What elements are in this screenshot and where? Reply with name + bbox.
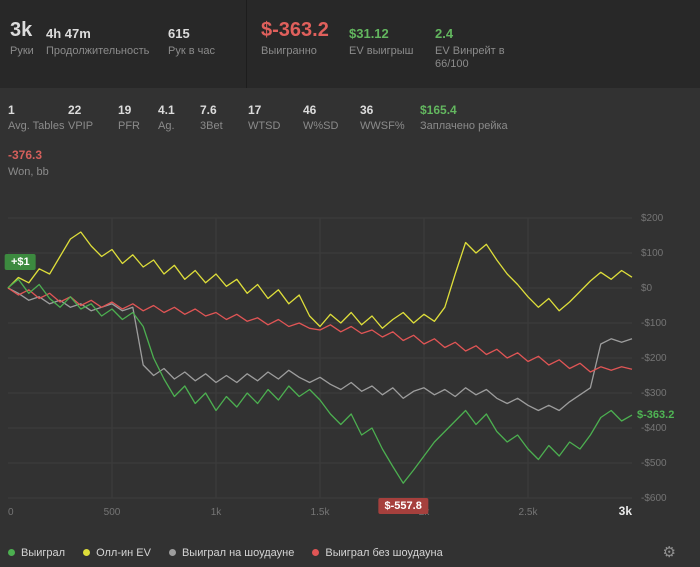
stat-wwsf-value: 36 [360, 103, 374, 117]
session-start-badge: +$1 [4, 253, 36, 270]
svg-text:1.5k: 1.5k [311, 507, 331, 518]
stat-wtsd-label: WTSD [248, 120, 281, 132]
stat-pfr-label: PFR [118, 120, 140, 132]
stat-rake-paid: $165.4 Заплачено рейка [420, 102, 508, 140]
svg-text:-$400: -$400 [641, 423, 667, 434]
stat-wsd: 46 W%SD [303, 102, 360, 140]
stat-hands-per-hour: 615 Рук в час [168, 16, 246, 88]
won-bb-summary: -376.3 Won, bb [0, 140, 700, 186]
stat-avg-tables: 1 Avg. Tables [8, 102, 68, 140]
svg-text:500: 500 [104, 507, 121, 518]
summary-group-volume: 3k Руки 4h 47m Продолжительность 615 Рук… [0, 0, 246, 88]
svg-text:-$500: -$500 [641, 458, 667, 469]
svg-text:$100: $100 [641, 248, 664, 259]
won-bb-value: -376.3 [8, 148, 43, 162]
legend-item-won-label: Выиграл [21, 546, 66, 559]
summary-group-results: $-363.2 Выигранно $31.12 EV выигрыш 2.4 … [246, 0, 527, 88]
svg-text:$0: $0 [641, 283, 653, 294]
stat-hands-per-hour-label: Рук в час [168, 45, 215, 57]
won-showdown-series-dot-icon [168, 549, 176, 556]
stat-duration-value: 4h 47m [46, 26, 91, 41]
stat-pfr-value: 19 [118, 103, 132, 117]
stat-ev-winrate-value: 2.4 [435, 26, 454, 41]
legend-item-won-no-showdown[interactable]: Выиграл без шоудауна [312, 546, 443, 559]
stat-ev-winrate-label: EV Винрейт в 66/100 [435, 45, 505, 70]
stat-vpip-value: 22 [68, 103, 82, 117]
stat-wsd-label: W%SD [303, 120, 339, 132]
svg-text:-$600: -$600 [641, 493, 667, 504]
stat-pfr: 19 PFR [118, 102, 158, 140]
stat-wwsf: 36 WWSF% [360, 102, 420, 140]
stat-wsd-value: 46 [303, 103, 317, 117]
stat-won-value: $-363.2 [261, 19, 329, 41]
stat-won: $-363.2 Выигранно [261, 16, 349, 88]
stat-ev-won: $31.12 EV выигрыш [349, 16, 435, 88]
won-no-showdown-series-dot-icon [312, 549, 320, 556]
stat-wtsd-value: 17 [248, 103, 262, 117]
stat-duration-label: Продолжительность [46, 45, 150, 57]
legend-item-allin-ev-label: Олл-ин EV [96, 546, 151, 559]
allin-ev-series-dot-icon [83, 549, 91, 556]
stat-ev-won-value: $31.12 [349, 26, 389, 41]
legend-item-won-showdown-label: Выиграл на шоудауне [181, 546, 295, 559]
current-value-label: $-363.2 [637, 409, 675, 422]
stat-won-label: Выигранно [261, 45, 317, 57]
stat-vpip: 22 VPIP [68, 102, 118, 140]
won-series-dot-icon [8, 549, 15, 556]
stat-ev-winrate: 2.4 EV Винрейт в 66/100 [435, 16, 527, 88]
stat-3bet-value: 7.6 [200, 103, 217, 117]
svg-text:3k: 3k [619, 504, 633, 518]
svg-text:-$300: -$300 [641, 388, 667, 399]
stat-hands: 3k Руки [10, 16, 46, 88]
svg-text:-$100: -$100 [641, 318, 667, 329]
won-bb-label: Won, bb [8, 166, 49, 178]
chart-canvas: $200 $100 $0 -$100 -$200 -$300 -$400 -$500 -$600… [7, 213, 667, 518]
stat-hands-value: 3k [10, 19, 33, 41]
stat-aggression: 4.1 Ag. [158, 102, 200, 140]
stat-aggression-label: Ag. [158, 120, 175, 132]
stat-hands-label: Руки [10, 45, 34, 57]
stat-avg-tables-label: Avg. Tables [8, 120, 65, 132]
stat-hands-per-hour-value: 615 [168, 26, 190, 41]
svg-text:0: 0 [8, 507, 14, 518]
svg-text:2.5k: 2.5k [519, 507, 539, 518]
svg-text:-$200: -$200 [641, 353, 667, 364]
stat-ev-won-label: EV выигрыш [349, 45, 414, 57]
svg-text:$200: $200 [641, 213, 664, 224]
player-stats-bar: 1 Avg. Tables 22 VPIP 19 PFR 4.1 Ag. 7.6… [0, 88, 700, 140]
chart-legend: Выиграл Олл-ин EV Выиграл на шоудауне Вы… [0, 538, 700, 567]
stat-wwsf-label: WWSF% [360, 120, 405, 132]
stat-aggression-value: 4.1 [158, 103, 175, 117]
legend-item-won[interactable]: Выиграл [8, 547, 65, 559]
settings-icon[interactable]: ⚙ [662, 544, 676, 561]
stat-duration: 4h 47m Продолжительность [46, 16, 168, 88]
stat-3bet: 7.6 3Bet [200, 102, 248, 140]
winnings-chart[interactable]: $200 $100 $0 -$100 -$200 -$300 -$400 -$500 -$600… [0, 186, 700, 538]
session-summary-bar: 3k Руки 4h 47m Продолжительность 615 Рук… [0, 0, 700, 88]
stat-3bet-label: 3Bet [200, 120, 223, 132]
stat-vpip-label: VPIP [68, 120, 94, 132]
legend-item-won-no-showdown-label: Выиграл без шоудауна [325, 546, 443, 559]
stat-rake-paid-value: $165.4 [420, 103, 457, 117]
stat-avg-tables-value: 1 [8, 103, 15, 117]
legend-item-won-showdown[interactable]: Выиграл на шоудауне [168, 546, 295, 559]
stat-rake-paid-label: Заплачено рейка [420, 120, 508, 132]
svg-text:1k: 1k [211, 507, 223, 518]
min-value-badge: $-557.8 [378, 498, 428, 515]
stat-wtsd: 17 WTSD [248, 102, 303, 140]
legend-item-allin-ev[interactable]: Олл-ин EV [83, 547, 151, 559]
